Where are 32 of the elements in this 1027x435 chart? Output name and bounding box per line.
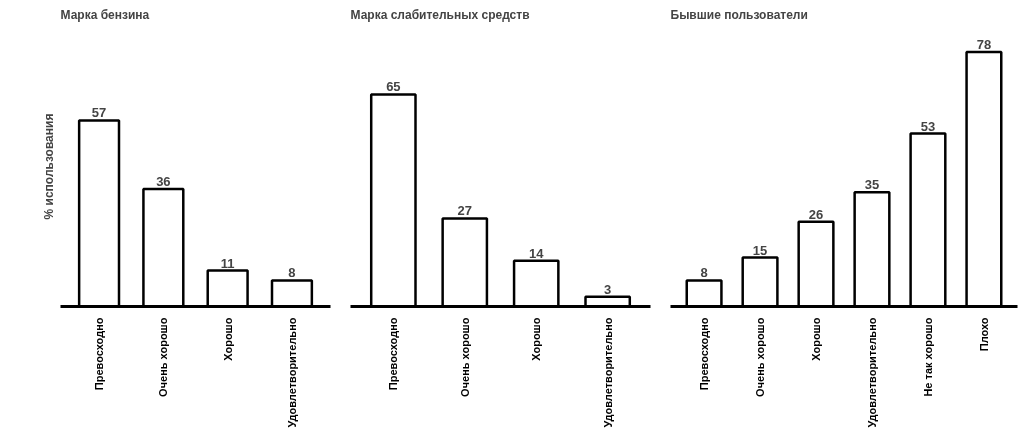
chart-title: Бывшие пользователи	[670, 7, 808, 22]
x-tick-label: Хорошо	[530, 317, 543, 361]
x-tick-label: Плохо	[977, 317, 990, 352]
x-tick-label: Превосходно	[698, 317, 711, 391]
x-tick-label: Удовлетворительно	[601, 317, 614, 428]
x-tick-label: Превосходно	[93, 317, 106, 391]
data-label: 36	[156, 174, 171, 190]
x-tick-label: Хорошо	[810, 317, 823, 361]
data-label: 53	[920, 118, 936, 134]
x-tick-label: Хорошо	[221, 317, 234, 361]
data-label: 27	[457, 203, 473, 219]
x-tick-label: Очень хорошо	[458, 317, 471, 397]
x-tick-label: Удовлетворительно	[865, 317, 878, 428]
data-label: 57	[91, 105, 107, 121]
data-label: 3	[604, 281, 612, 297]
data-label: 26	[808, 206, 824, 222]
data-label: 78	[976, 36, 992, 52]
data-label: 11	[220, 255, 235, 271]
x-tick-label: Очень хорошо	[157, 317, 170, 397]
y-axis-title: % использования	[41, 113, 56, 220]
x-tick-label: Превосходно	[387, 317, 400, 391]
data-label: 15	[752, 242, 768, 258]
data-label: 8	[700, 265, 708, 281]
data-label: 35	[864, 177, 880, 193]
x-tick-label: Удовлетворительно	[285, 317, 298, 428]
chart-title: Марка слабительных средств	[350, 7, 530, 22]
chart-title: Марка бензина	[60, 7, 150, 22]
data-label: 14	[528, 245, 545, 261]
x-tick-label: Не так хорошо	[921, 317, 934, 397]
data-label: 65	[386, 79, 401, 95]
data-label: 8	[288, 265, 296, 281]
x-tick-label: Очень хорошо	[754, 317, 767, 397]
